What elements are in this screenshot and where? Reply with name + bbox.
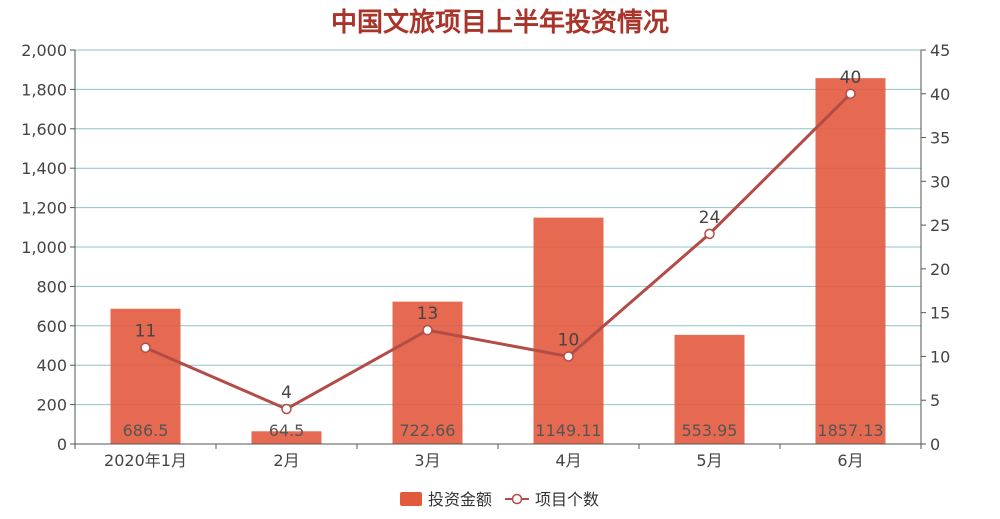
right-tick-label: 15 [930, 304, 950, 323]
data-point[interactable] [422, 324, 433, 336]
left-tick-label: 1,800 [21, 80, 67, 99]
legend-label-bar[interactable]: 投资金额 [428, 490, 492, 509]
left-tick-label: 1,200 [21, 199, 67, 218]
legend-bar-swatch[interactable] [400, 492, 422, 506]
chart-title: 中国文旅项目上半年投资情况 [330, 8, 669, 38]
line-layer [140, 88, 856, 415]
grid-layer [75, 49, 921, 406]
x-tick-label: 2月 [273, 451, 299, 470]
point-value-label: 10 [558, 330, 580, 350]
data-point[interactable] [845, 88, 856, 100]
point-value-label: 4 [281, 383, 292, 403]
data-point[interactable] [140, 342, 151, 353]
bar-value-label: 64.5 [269, 421, 305, 440]
right-tick-label: 10 [930, 347, 950, 366]
data-point[interactable] [704, 228, 715, 240]
bar-value-label: 1857.13 [817, 421, 883, 440]
right-tick-label: 30 [930, 172, 950, 191]
right-tick-label: 35 [930, 129, 950, 148]
bar[interactable] [251, 431, 322, 444]
left-tick-label: 600 [36, 317, 67, 336]
left-tick-label: 1,600 [21, 120, 67, 139]
bar-layer [110, 78, 886, 445]
left-tick-label: 200 [36, 396, 67, 415]
bar-value-label: 722.66 [400, 421, 456, 440]
right-tick-label: 25 [930, 216, 950, 235]
bar-value-label: 553.95 [682, 421, 738, 440]
left-tick-label: 2,000 [21, 41, 67, 60]
legend-line-marker [511, 493, 523, 505]
left-tick-label: 0 [57, 435, 67, 454]
point-value-label: 40 [840, 68, 862, 88]
bar-value-label: 1149.11 [535, 421, 601, 440]
x-tick-label: 5月 [696, 451, 722, 470]
series-line [144, 92, 852, 411]
left-tick-label: 400 [36, 356, 67, 375]
x-tick-label: 2020年1月 [104, 451, 187, 470]
bar[interactable] [533, 217, 604, 444]
right-tick-label: 40 [930, 85, 950, 104]
data-point[interactable] [563, 351, 574, 362]
left-tick-label: 800 [36, 277, 67, 296]
legend-label-line[interactable]: 项目个数 [535, 490, 599, 509]
data-point[interactable] [281, 403, 292, 415]
right-tick-label: 5 [930, 391, 940, 410]
axis-layer: 02004006008001,0001,2001,4001,6001,8002,… [21, 41, 950, 470]
point-value-label: 11 [135, 322, 157, 342]
x-tick-label: 4月 [555, 451, 581, 470]
bar-value-label: 686.5 [123, 421, 169, 440]
bar[interactable] [674, 334, 745, 444]
x-tick-label: 6月 [837, 451, 863, 470]
legend[interactable]: 投资金额 项目个数 [400, 490, 599, 509]
point-value-label: 24 [699, 208, 721, 228]
left-tick-label: 1,400 [21, 159, 67, 178]
right-tick-label: 45 [930, 41, 950, 60]
bar[interactable] [815, 78, 886, 445]
right-tick-label: 20 [930, 260, 950, 279]
point-value-label: 13 [417, 304, 439, 324]
label-layer: 686.5 64.5 722.66 1149.11 553.95 1857.13 11 4 13… [123, 68, 884, 440]
x-tick-label: 3月 [414, 451, 440, 470]
bar[interactable] [110, 308, 181, 444]
right-tick-label: 0 [930, 435, 940, 454]
left-tick-label: 1,000 [21, 238, 67, 257]
